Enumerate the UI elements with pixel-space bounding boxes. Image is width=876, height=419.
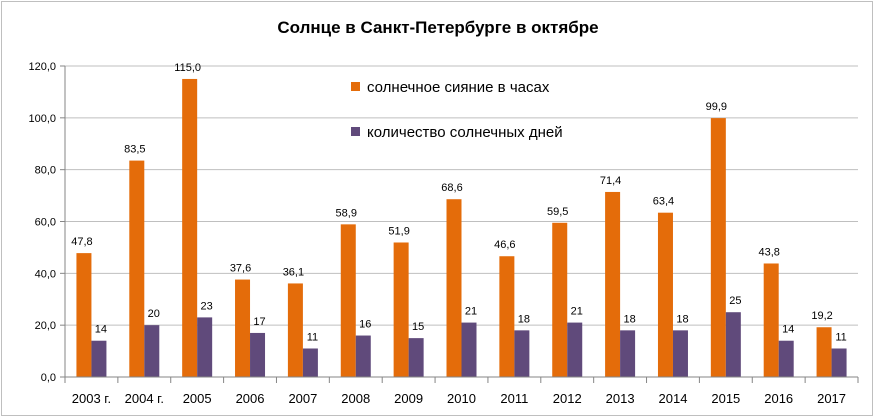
bar-sunshine-hours — [763, 263, 779, 377]
x-tick-label: 2007 — [288, 391, 317, 406]
data-label: 18 — [623, 313, 635, 325]
chart-title: Солнце в Санкт-Петербурге в октябре — [277, 18, 599, 37]
x-tick-label: 2009 — [394, 391, 423, 406]
data-label: 23 — [201, 300, 213, 312]
bar-sunny-days — [91, 340, 107, 377]
data-label: 17 — [253, 316, 265, 328]
data-label: 115,0 — [174, 62, 201, 74]
y-tick-label: 0,0 — [41, 372, 56, 384]
legend-label: солнечное сияние в часах — [367, 79, 550, 96]
data-label: 16 — [359, 319, 371, 331]
bar-sunny-days — [302, 348, 318, 377]
data-label: 21 — [465, 306, 477, 318]
data-label: 15 — [412, 321, 424, 333]
bar-sunshine-hours — [393, 242, 409, 377]
bar-sunny-days — [514, 330, 530, 377]
x-axis: 2003 г. 2004 г. 2005 2006 2007 2008 2009 2010 20… — [64, 376, 859, 406]
bar-sunny-days — [620, 330, 636, 377]
y-tick-label: 100,0 — [28, 113, 56, 125]
bar-sunshine-hours — [340, 224, 356, 377]
bar-sunshine-hours — [710, 118, 726, 377]
data-label: 59,5 — [547, 206, 568, 218]
legend-swatch — [351, 127, 360, 136]
data-label: 11 — [307, 331, 318, 343]
data-label: 19,2 — [811, 310, 832, 322]
legend-swatch — [351, 82, 360, 91]
x-tick-label: 2012 — [553, 391, 582, 406]
x-tick-label: 2013 — [606, 391, 635, 406]
y-tick-label: 20,0 — [35, 320, 56, 332]
data-label: 58,9 — [336, 207, 357, 219]
data-label: 63,4 — [653, 196, 674, 208]
x-tick-label: 2015 — [711, 391, 740, 406]
bar-sunshine-hours — [129, 160, 145, 377]
x-tick-label: 2017 — [817, 391, 846, 406]
bar-sunny-days — [831, 348, 847, 377]
bar-sunshine-hours — [76, 253, 92, 377]
bar-sunny-days — [672, 330, 688, 377]
legend: солнечное сияние в часах количество солне… — [351, 79, 563, 141]
bar-sunshine-hours — [446, 199, 462, 377]
x-tick-label: 2008 — [341, 391, 370, 406]
data-label: 20 — [148, 308, 160, 320]
data-label: 18 — [676, 313, 688, 325]
bar-sunny-days — [567, 322, 583, 377]
bar-sunny-days — [144, 325, 160, 377]
x-tick-label: 2010 — [447, 391, 476, 406]
data-label: 99,9 — [706, 101, 727, 113]
data-label: 14 — [782, 324, 794, 336]
y-tick-label: 60,0 — [35, 217, 56, 229]
x-tick-label: 2005 — [183, 391, 212, 406]
bar-sunshine-hours — [816, 327, 832, 377]
x-tick-label: 2014 — [659, 391, 688, 406]
bar-sunshine-hours — [287, 283, 303, 377]
bar-sunshine-hours — [182, 78, 198, 377]
data-label: 36,1 — [283, 266, 304, 278]
bar-sunny-days — [778, 340, 794, 377]
bar-sunny-days — [197, 317, 213, 377]
x-tick-label: 2011 — [500, 391, 528, 406]
data-label: 46,6 — [494, 239, 515, 251]
bars: 47,8 83,5 115,0 37,6 36,1 58,9 51,9 68,6 46,6 59,… — [71, 62, 847, 377]
bar-sunshine-hours — [235, 279, 251, 377]
bar-sunshine-hours — [605, 191, 621, 377]
bar-sunny-days — [725, 312, 741, 377]
x-tick-label: 2006 — [236, 391, 265, 406]
y-axis-ticks: 0,0 20,0 40,0 60,0 80,0 100,0 120,0 — [28, 61, 66, 384]
data-label: 11 — [835, 331, 846, 343]
data-label: 83,5 — [124, 144, 145, 156]
bar-sunshine-hours — [552, 222, 568, 377]
bar-sunny-days — [250, 332, 266, 377]
data-label: 68,6 — [441, 182, 462, 194]
data-label: 21 — [571, 306, 583, 318]
bar-sunshine-hours — [657, 212, 673, 377]
y-tick-label: 40,0 — [35, 268, 56, 280]
data-label: 25 — [729, 295, 741, 307]
x-tick-label: 2003 г. — [72, 391, 111, 406]
bar-sunny-days — [408, 338, 424, 377]
data-label: 47,8 — [71, 236, 92, 248]
data-label: 14 — [95, 324, 107, 336]
legend-label: количество солнечных дней — [367, 124, 563, 141]
y-tick-label: 80,0 — [35, 165, 56, 177]
data-label: 51,9 — [388, 225, 409, 237]
data-label: 43,8 — [758, 246, 779, 258]
data-label: 37,6 — [230, 263, 251, 275]
bar-sunny-days — [461, 322, 477, 377]
y-tick-label: 120,0 — [28, 61, 56, 73]
bar-sunny-days — [355, 335, 371, 377]
bar-sunshine-hours — [499, 256, 515, 377]
x-tick-label: 2016 — [764, 391, 793, 406]
x-tick-label: 2004 г. — [125, 391, 164, 406]
data-label: 71,4 — [600, 175, 621, 187]
data-label: 18 — [518, 313, 530, 325]
